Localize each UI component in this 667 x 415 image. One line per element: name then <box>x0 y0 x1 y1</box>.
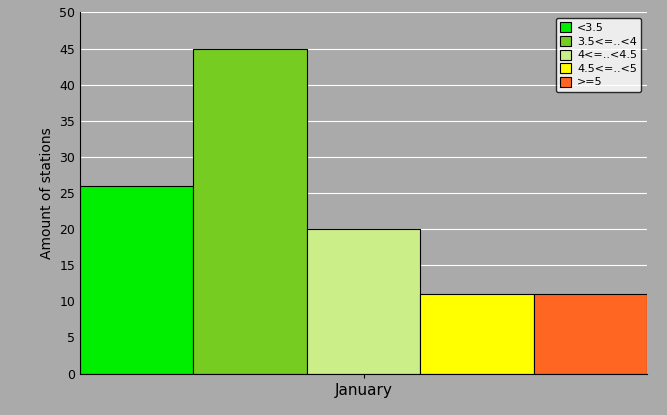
Bar <box>420 294 534 374</box>
Bar <box>534 294 647 374</box>
Legend: <3.5, 3.5<=..<4, 4<=..<4.5, 4.5<=..<5, >=5: <3.5, 3.5<=..<4, 4<=..<4.5, 4.5<=..<5, >… <box>556 18 642 92</box>
Bar <box>80 186 193 374</box>
Bar <box>193 49 307 374</box>
Y-axis label: Amount of stations: Amount of stations <box>39 127 53 259</box>
Bar <box>307 229 420 374</box>
